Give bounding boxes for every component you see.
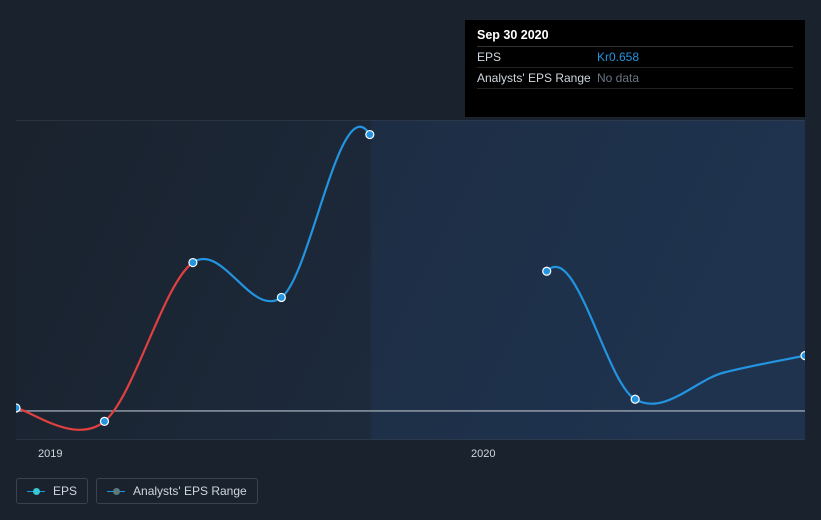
x-axis-tick-label: 2019	[38, 448, 62, 460]
legend-label: Analysts' EPS Range	[133, 484, 247, 498]
legend-marker-icon	[27, 487, 45, 495]
legend-marker-icon	[107, 487, 125, 495]
tooltip-row: Analysts' EPS Range No data	[477, 68, 793, 89]
tooltip-row-value: Kr0.658	[597, 50, 639, 64]
chart-legend: EPS Analysts' EPS Range	[16, 478, 258, 504]
legend-item-eps[interactable]: EPS	[16, 478, 88, 504]
tooltip-row-label: Analysts' EPS Range	[477, 71, 597, 85]
x-axis-tick-label: 2020	[471, 448, 495, 460]
legend-label: EPS	[53, 484, 77, 498]
chart-plot-area[interactable]	[16, 120, 805, 440]
tooltip-row-value: No data	[597, 71, 639, 85]
legend-item-analysts-range[interactable]: Analysts' EPS Range	[96, 478, 258, 504]
tooltip-row: EPS Kr0.658	[477, 47, 793, 68]
tooltip-row-label: EPS	[477, 50, 597, 64]
eps-chart-container: Sep 30 2020 EPS Kr0.658 Analysts' EPS Ra…	[0, 0, 821, 520]
chart-tooltip: Sep 30 2020 EPS Kr0.658 Analysts' EPS Ra…	[465, 20, 805, 117]
tooltip-title: Sep 30 2020	[477, 28, 793, 47]
